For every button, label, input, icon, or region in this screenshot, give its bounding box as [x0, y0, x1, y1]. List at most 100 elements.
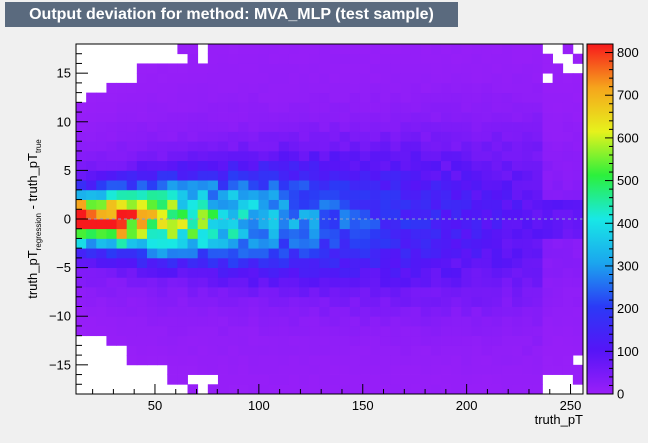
heatmap-cell [106, 325, 117, 337]
heatmap-cell [461, 296, 472, 307]
heatmap-cell [217, 238, 229, 249]
heatmap-cell [116, 325, 128, 337]
heatmap-cell [197, 296, 209, 307]
heatmap-cell [512, 345, 523, 356]
heatmap-cell [177, 257, 188, 269]
heatmap-cell [441, 102, 452, 113]
heatmap-cell [400, 248, 412, 259]
heatmap-cell [299, 296, 310, 307]
heatmap-cell [167, 325, 178, 337]
heatmap-cell [451, 277, 462, 288]
heatmap-cell [228, 199, 239, 210]
heatmap-cell [136, 199, 148, 210]
heatmap-cell [451, 180, 462, 191]
heatmap-cell [197, 121, 209, 132]
y-axis-label-main: truth_pT [25, 250, 40, 298]
heatmap-cell [268, 141, 280, 152]
heatmap-cell [420, 384, 432, 395]
heatmap-cell [410, 160, 422, 171]
heatmap-cell [248, 325, 259, 337]
heatmap-cell [309, 228, 320, 239]
heatmap-cell [86, 189, 97, 200]
heatmap-cell [136, 141, 148, 152]
heatmap-cell [380, 63, 391, 74]
heatmap-cell [167, 141, 178, 152]
heatmap-cell [197, 257, 209, 269]
heatmap-cell [248, 73, 259, 84]
heatmap-cell [106, 102, 117, 113]
heatmap-cell [512, 170, 523, 181]
heatmap-cell [552, 209, 564, 220]
heatmap-cell [167, 287, 178, 298]
heatmap-cell [217, 73, 229, 84]
heatmap-cell [309, 238, 320, 249]
heatmap-cell [136, 121, 148, 132]
heatmap-cell [309, 345, 320, 356]
heatmap-cell [430, 325, 442, 337]
heatmap-cell [248, 374, 259, 385]
heatmap-cell [461, 257, 472, 269]
heatmap-cell [491, 306, 503, 317]
heatmap-cell [207, 44, 219, 55]
heatmap-cell [238, 121, 249, 132]
heatmap-cell [76, 296, 87, 307]
heatmap-cell [248, 189, 259, 200]
heatmap-cell [278, 73, 290, 84]
heatmap-cell [359, 228, 371, 239]
heatmap-cell [370, 44, 381, 55]
heatmap-cell [572, 325, 584, 337]
heatmap-cell [481, 102, 493, 113]
heatmap-cell [512, 228, 523, 239]
x-axis-label: truth_pT [535, 412, 583, 427]
heatmap-cell [329, 131, 341, 142]
heatmap-cell [299, 141, 310, 152]
heatmap-cell [512, 335, 523, 346]
heatmap-cell [329, 316, 341, 327]
heatmap-cell [309, 63, 320, 74]
heatmap-cell [451, 316, 462, 327]
heatmap-cell [238, 228, 249, 239]
heatmap-cell [238, 345, 249, 356]
heatmap-cell [116, 180, 128, 191]
heatmap-cell [146, 306, 158, 317]
heatmap-cell [207, 131, 219, 142]
heatmap-cell [441, 238, 452, 249]
heatmap-cell [380, 306, 391, 317]
heatmap-cell [501, 277, 513, 288]
heatmap-cell [359, 180, 371, 191]
heatmap-cell [410, 316, 422, 327]
heatmap-cell [522, 44, 533, 55]
heatmap-cell [177, 180, 188, 191]
heatmap-cell [217, 287, 229, 298]
heatmap-cell [451, 82, 462, 94]
heatmap-cell [461, 248, 472, 259]
heatmap-cell [86, 287, 97, 298]
heatmap-cell [420, 92, 432, 103]
heatmap-cell [532, 63, 543, 74]
heatmap-cell [319, 355, 330, 366]
heatmap-cell [136, 267, 148, 278]
heatmap-cell [390, 287, 401, 298]
heatmap-cell [157, 219, 168, 230]
heatmap-cell [126, 287, 138, 298]
heatmap-cell [400, 189, 412, 200]
heatmap-cell [441, 219, 452, 230]
heatmap-cell [542, 219, 553, 230]
heatmap-cell [228, 325, 239, 337]
heatmap-cell [501, 73, 513, 84]
heatmap-cell [157, 228, 168, 239]
heatmap-cell [491, 316, 503, 327]
heatmap-cell [157, 102, 168, 113]
heatmap-cell [167, 73, 178, 84]
heatmap-cell [532, 160, 543, 171]
heatmap-cell [451, 384, 462, 395]
heatmap-cell [86, 92, 97, 103]
heatmap-cell [501, 82, 513, 94]
heatmap-cell [238, 374, 249, 385]
heatmap-cell [532, 180, 543, 191]
heatmap-cell [481, 170, 493, 181]
heatmap-cell [177, 355, 188, 366]
heatmap-cell [491, 355, 503, 366]
heatmap-cell [451, 345, 462, 356]
heatmap-cell [390, 228, 401, 239]
